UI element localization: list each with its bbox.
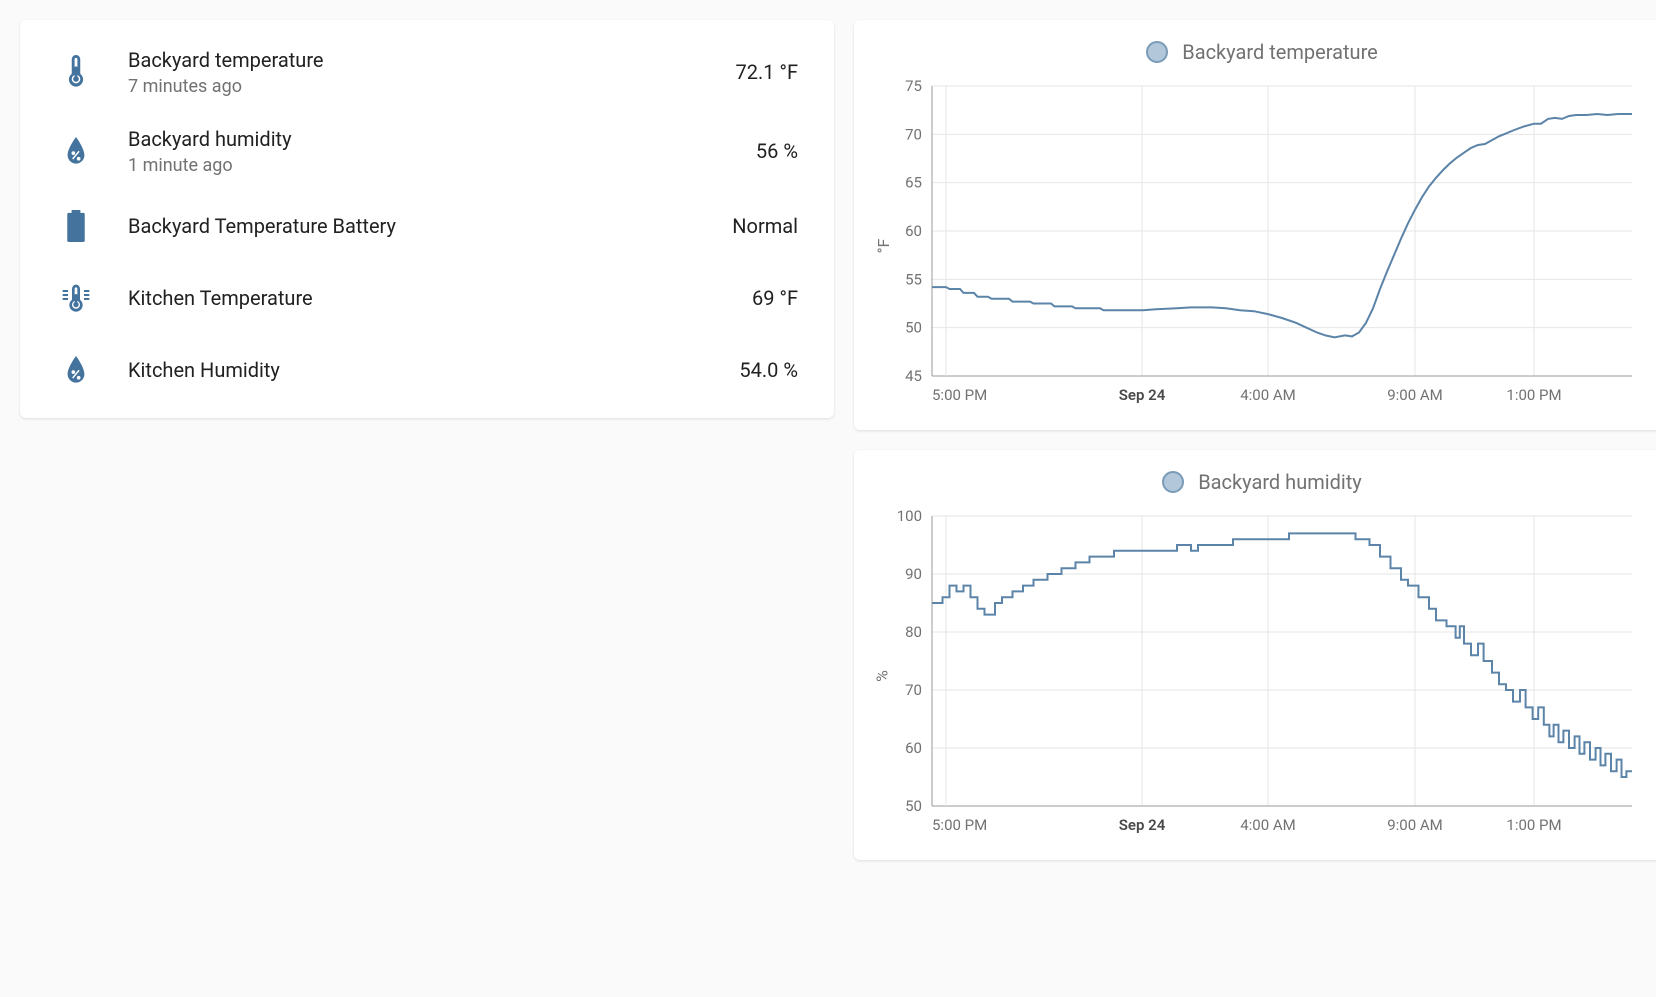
sensor-row-backyard-battery[interactable]: Backyard Temperature Battery Normal <box>20 190 834 262</box>
battery-icon <box>52 210 100 242</box>
svg-text:75: 75 <box>905 77 922 95</box>
svg-text:65: 65 <box>905 174 922 192</box>
chart-header: Backyard humidity <box>882 470 1642 494</box>
humidity-chart: 50 60 70 80 90 100 5:00 PM Sep 24 4:00 AM 9:00 AM… <box>882 506 1642 846</box>
sensor-list-card: Backyard temperature 7 minutes ago 72.1 … <box>20 20 834 418</box>
sensor-row-kitchen-humidity[interactable]: Kitchen Humidity 54.0 % <box>20 334 834 406</box>
svg-text:5:00 PM: 5:00 PM <box>932 386 987 404</box>
humidity-chart-card[interactable]: Backyard humidity % 50 60 70 80 90 100 5:00 PM… <box>854 450 1656 860</box>
sensor-timestamp: 7 minutes ago <box>128 76 736 97</box>
sensor-name: Backyard temperature <box>128 46 736 74</box>
sensor-name: Kitchen Temperature <box>128 284 752 312</box>
sensor-row-backyard-temp[interactable]: Backyard temperature 7 minutes ago 72.1 … <box>20 32 834 111</box>
sensor-value: 56 % <box>756 139 802 163</box>
temp-chart-card[interactable]: Backyard temperature °F 45 50 55 60 65 70 75 5:… <box>854 20 1656 430</box>
sensor-row-backyard-humidity[interactable]: Backyard humidity 1 minute ago 56 % <box>20 111 834 190</box>
svg-text:9:00 AM: 9:00 AM <box>1387 816 1443 834</box>
sensor-timestamp: 1 minute ago <box>128 155 756 176</box>
droplet-icon <box>52 356 100 384</box>
temp-chart: 45 50 55 60 65 70 75 5:00 PM Sep 24 4:00 AM 9:00 A… <box>882 76 1642 416</box>
y-axis-label: °F <box>874 239 893 254</box>
svg-text:50: 50 <box>905 797 922 815</box>
sensor-value: 54.0 % <box>739 358 802 382</box>
y-axis-label: % <box>872 670 891 682</box>
svg-text:Sep 24: Sep 24 <box>1119 386 1166 404</box>
sensor-name: Kitchen Humidity <box>128 356 739 384</box>
svg-text:60: 60 <box>905 222 922 240</box>
svg-text:45: 45 <box>905 367 922 385</box>
svg-text:1:00 PM: 1:00 PM <box>1506 386 1561 404</box>
svg-text:70: 70 <box>905 681 922 699</box>
svg-text:90: 90 <box>905 565 922 583</box>
svg-text:4:00 AM: 4:00 AM <box>1240 816 1296 834</box>
sensor-name: Backyard humidity <box>128 125 756 153</box>
svg-text:80: 80 <box>905 623 922 641</box>
legend-marker-icon <box>1162 471 1184 493</box>
chart-header: Backyard temperature <box>882 40 1642 64</box>
svg-text:Sep 24: Sep 24 <box>1119 816 1166 834</box>
chart-title: Backyard humidity <box>1198 470 1362 494</box>
svg-text:4:00 AM: 4:00 AM <box>1240 386 1296 404</box>
sensor-value: Normal <box>732 214 802 238</box>
svg-text:1:00 PM: 1:00 PM <box>1506 816 1561 834</box>
thermometer-lines-icon <box>52 282 100 314</box>
svg-text:60: 60 <box>905 739 922 757</box>
svg-text:55: 55 <box>905 270 922 288</box>
sensor-value: 69 °F <box>752 286 802 310</box>
legend-marker-icon <box>1146 41 1168 63</box>
sensor-value: 72.1 °F <box>736 60 802 84</box>
svg-text:5:00 PM: 5:00 PM <box>932 816 987 834</box>
svg-text:50: 50 <box>905 319 922 337</box>
svg-text:70: 70 <box>905 125 922 143</box>
svg-text:9:00 AM: 9:00 AM <box>1387 386 1443 404</box>
droplet-icon <box>52 137 100 165</box>
svg-text:100: 100 <box>897 507 922 525</box>
sensor-name: Backyard Temperature Battery <box>128 212 732 240</box>
chart-title: Backyard temperature <box>1182 40 1378 64</box>
sensor-row-kitchen-temp[interactable]: Kitchen Temperature 69 °F <box>20 262 834 334</box>
thermometer-icon <box>52 55 100 89</box>
